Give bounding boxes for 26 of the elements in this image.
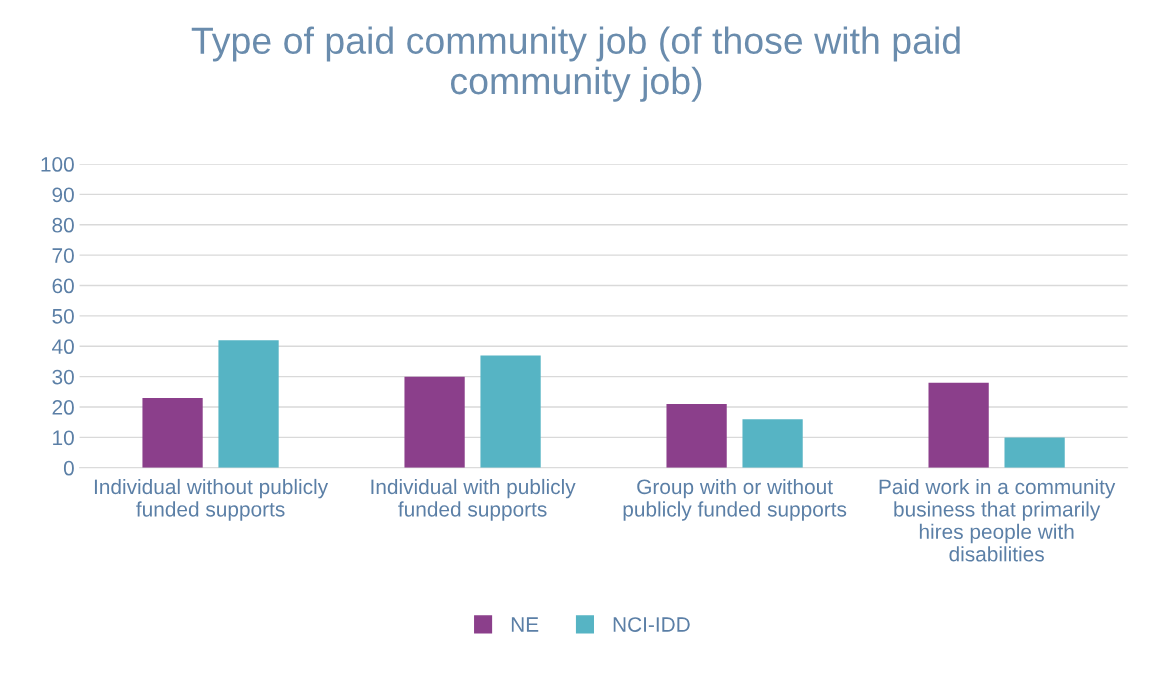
y-tick-label: 10 xyxy=(53,430,74,446)
y-tick-label: 20 xyxy=(52,400,74,415)
legend-label: NE xyxy=(511,617,539,632)
y-tick-label: 90 xyxy=(52,187,74,203)
bar xyxy=(404,376,465,468)
x-tick-label: Paid work in a community business that primarily hires people with disabilities xyxy=(879,478,1116,562)
x-tick-label: Group with or without publicly funded supports xyxy=(623,478,847,521)
bar xyxy=(928,382,989,468)
y-tick-label: 80 xyxy=(52,217,74,233)
bar xyxy=(742,419,803,468)
bar xyxy=(666,403,727,468)
bar xyxy=(1004,437,1065,468)
y-tick-label: 60 xyxy=(52,278,74,294)
y-tick-label: 70 xyxy=(52,248,74,263)
chart-title: Type of paid community job (of those with paid community job) xyxy=(191,26,960,102)
y-tick-label: 40 xyxy=(52,339,74,355)
bar xyxy=(218,340,279,468)
y-tick-label: 50 xyxy=(52,308,74,324)
legend-label: NCI-IDD xyxy=(613,617,690,632)
bar xyxy=(142,397,203,468)
x-tick-label: Individual with publicly funded supports xyxy=(371,478,576,521)
x-tick-label: Individual without publicly funded supports xyxy=(94,478,329,521)
y-tick-label: 30 xyxy=(52,369,74,385)
bar xyxy=(480,355,541,468)
y-tick-label: 0 xyxy=(63,460,74,476)
y-tick-label: 100 xyxy=(41,157,74,172)
